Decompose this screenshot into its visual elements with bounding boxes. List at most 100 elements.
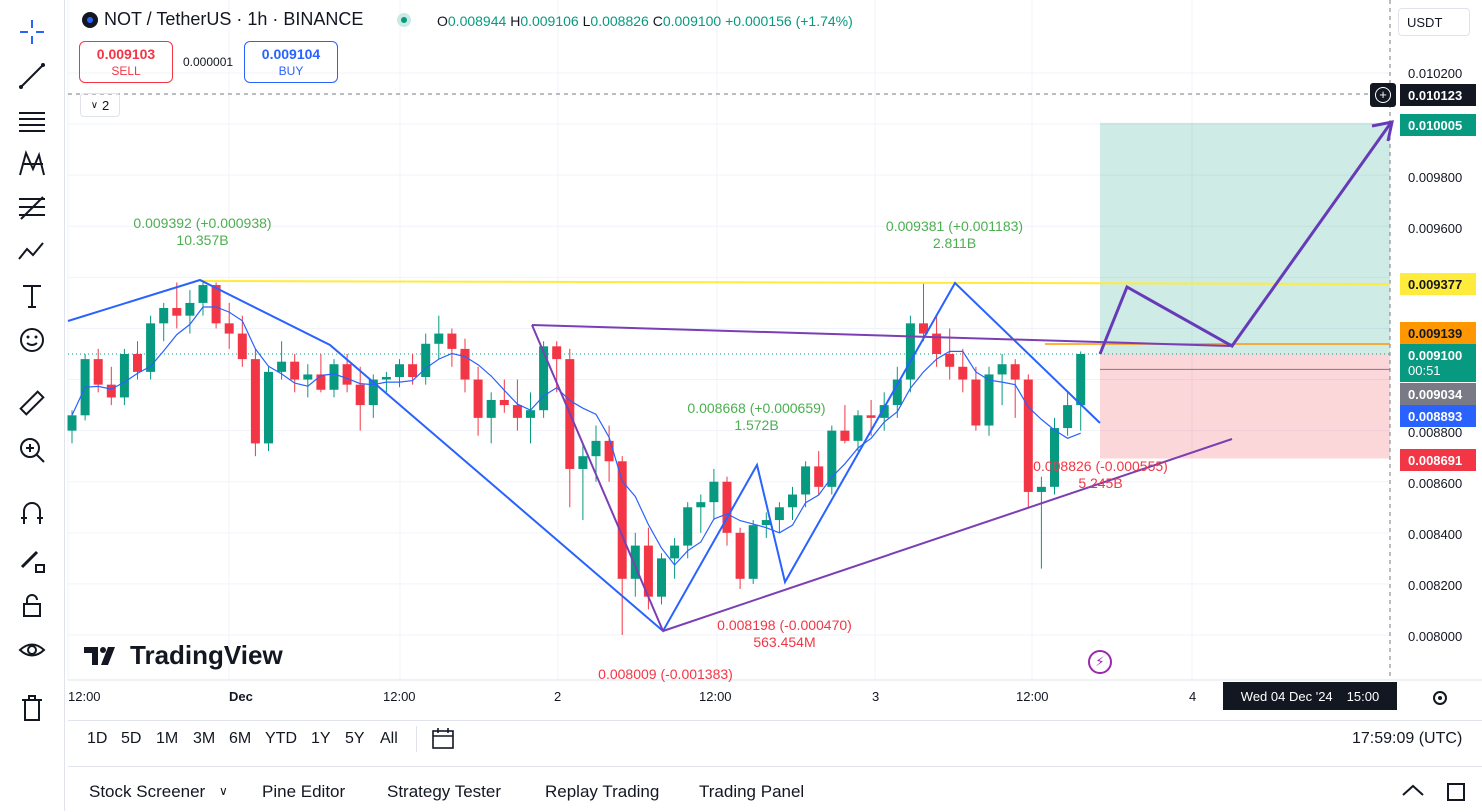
zoom-in-icon[interactable]	[12, 430, 52, 470]
range-1d[interactable]: 1D	[87, 730, 108, 747]
candle-body	[919, 323, 928, 334]
range-6m[interactable]: 6M	[229, 730, 252, 747]
zigzag-line	[67, 278, 1101, 633]
candle-body	[971, 379, 981, 426]
candle-body	[473, 379, 483, 418]
price-tick: 0.008400	[1408, 527, 1463, 542]
chevron-up-icon[interactable]	[1400, 780, 1426, 800]
range-1m[interactable]: 1M	[156, 730, 179, 747]
time-tick: 12:00	[1016, 689, 1049, 704]
candle-body	[264, 371, 273, 444]
horizontal-lines-icon[interactable]	[12, 100, 52, 140]
eye-icon[interactable]	[12, 630, 52, 670]
purple-line	[531, 324, 664, 632]
candle-body	[106, 384, 116, 398]
candle-body	[408, 364, 418, 377]
purple-line	[662, 438, 1233, 632]
candle-body	[1076, 354, 1086, 406]
candle-body	[93, 359, 103, 385]
drawing-toolbar	[0, 0, 65, 811]
price-tick: 0.008000	[1408, 629, 1463, 644]
tab-pine-editor[interactable]: Pine Editor	[262, 782, 346, 801]
candle-body	[133, 354, 142, 372]
tab-trading-panel[interactable]: Trading Panel	[699, 782, 805, 801]
candle-body	[735, 532, 745, 579]
lock-icon[interactable]	[12, 585, 52, 625]
candle-body	[1050, 428, 1059, 487]
candle-body	[67, 415, 77, 431]
candle-body	[670, 545, 680, 559]
time-tick: 2	[554, 689, 562, 704]
time-tick: 3	[872, 689, 880, 704]
candle-body	[1023, 379, 1033, 492]
candle-body	[342, 364, 352, 385]
text-icon[interactable]	[12, 276, 52, 316]
range-bar	[68, 720, 1482, 761]
candle-body	[630, 545, 640, 579]
resistance-price-label: 0.009377	[1400, 273, 1476, 295]
price-chart[interactable]	[0, 0, 1482, 720]
candle-body	[486, 399, 496, 418]
indicators-toggle[interactable]: ∨ 2	[80, 93, 120, 117]
ma-blue-price-label: 0.008893	[1400, 405, 1476, 427]
ruler-icon[interactable]	[12, 383, 52, 423]
range-1y[interactable]: 1Y	[311, 730, 331, 747]
fib-icon[interactable]	[12, 188, 52, 228]
chevron-down-icon[interactable]: ∨	[219, 784, 228, 798]
candle-body	[460, 348, 470, 380]
tab-replay-trading[interactable]: Replay Trading	[545, 782, 660, 801]
maximize-panel-icon[interactable]	[1446, 782, 1466, 802]
candle-body	[997, 364, 1007, 375]
trash-icon[interactable]	[12, 688, 52, 728]
range-3m[interactable]: 3M	[193, 730, 216, 747]
range-all[interactable]: All	[380, 730, 398, 747]
candle-body	[840, 430, 850, 441]
candle-body	[696, 502, 706, 508]
candle-body	[1010, 364, 1020, 380]
candle-body	[224, 323, 234, 334]
buy-button[interactable]: 0.009104 BUY	[244, 41, 338, 83]
chevron-down-icon: ∨	[90, 99, 99, 111]
pattern-icon[interactable]	[12, 144, 52, 184]
date-range-calendar-icon[interactable]	[430, 726, 456, 752]
candle-body	[421, 343, 431, 377]
trend-line-icon[interactable]	[12, 56, 52, 96]
pencil-lock-icon[interactable]	[12, 540, 52, 580]
stop-zone	[1100, 354, 1390, 459]
magnet-icon[interactable]	[12, 493, 52, 533]
price-tick: 0.010200	[1408, 66, 1463, 81]
candle-body	[853, 415, 863, 441]
market-status-icon	[397, 13, 411, 27]
candle-body	[722, 481, 732, 533]
candle-body	[892, 379, 902, 406]
candle-body	[932, 333, 942, 354]
add-alert-icon[interactable]: +	[1370, 83, 1396, 107]
tradingview-logo[interactable]: TradingView	[84, 640, 283, 671]
projection-icon[interactable]	[12, 232, 52, 272]
target-price-label: 0.010005	[1400, 114, 1476, 136]
crosshair-price-label: 0.010123	[1400, 84, 1476, 106]
time-tick: 12:00	[383, 689, 416, 704]
chart-settings-gear-icon[interactable]	[1430, 688, 1450, 708]
tab-stock-screener[interactable]: Stock Screener	[89, 782, 206, 801]
candle-body	[329, 364, 339, 390]
lightning-icon[interactable]: ⚡	[1088, 650, 1112, 674]
pivot-high-label: 0.009392 (+0.000938) 10.357B	[133, 215, 272, 248]
symbol-legend[interactable]: NOT / TetherUS · 1h · BINANCE	[82, 9, 363, 30]
emoji-icon[interactable]	[12, 320, 52, 360]
candle-body	[526, 410, 535, 418]
crosshair-icon[interactable]	[12, 12, 52, 52]
sell-button[interactable]: 0.009103 SELL	[79, 41, 173, 83]
range-ytd[interactable]: YTD	[265, 730, 297, 747]
candle-body	[945, 354, 955, 367]
time-tick: 4	[1189, 689, 1197, 704]
range-5y[interactable]: 5Y	[345, 730, 365, 747]
projection-path	[1098, 123, 1392, 355]
utc-clock[interactable]: 17:59:09 (UTC)	[1352, 730, 1463, 747]
candle-body	[499, 399, 509, 406]
range-5d[interactable]: 5D	[121, 730, 142, 747]
currency-select[interactable]: USDT	[1398, 8, 1470, 36]
candle-body	[879, 405, 889, 418]
candle-body	[185, 302, 195, 316]
tab-strategy-tester[interactable]: Strategy Tester	[387, 782, 502, 801]
